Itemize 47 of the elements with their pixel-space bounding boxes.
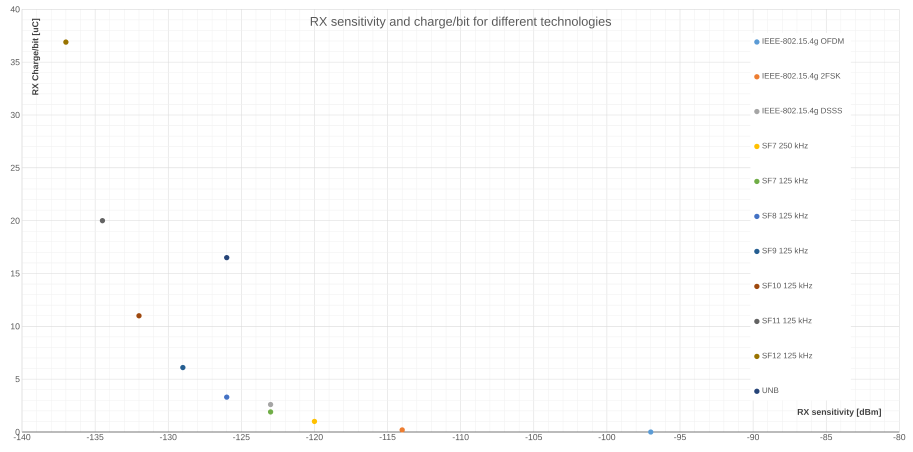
y-tick-label: 5 — [16, 376, 20, 382]
point — [224, 394, 230, 400]
point — [63, 39, 69, 45]
x-tick-label: -130 — [160, 434, 177, 440]
point — [180, 364, 186, 370]
y-tick-label: 40 — [10, 6, 20, 12]
x-tick-label: -105 — [525, 434, 542, 440]
x-tick-label: -90 — [747, 434, 760, 440]
x-tick-label: -140 — [14, 434, 30, 440]
x-tick-label: -115 — [380, 434, 396, 440]
y-tick-label: 35 — [10, 59, 20, 66]
y-tick-label: 15 — [11, 270, 20, 277]
y-tick-label: 30 — [10, 112, 20, 118]
legend-label: SF7 250 kHz — [762, 142, 808, 148]
point — [268, 409, 274, 415]
point — [100, 218, 106, 224]
legend-label: IEEE-802.15.4g DSSS — [762, 108, 842, 115]
x-tick-label: -80 — [893, 434, 906, 440]
legend-label: IEEE-802.15.4g 2FSK — [762, 72, 841, 80]
x-tick-label: -110 — [452, 434, 469, 440]
y-tick-label: 0 — [15, 428, 20, 436]
x-tick-label: -125 — [233, 434, 250, 440]
x-tick-label: -135 — [86, 434, 104, 440]
legend-label: SF8 125 kHz — [762, 212, 808, 218]
point — [312, 418, 318, 424]
legend-label: SF11 125 kHz — [762, 317, 812, 324]
legend-label: IEEE-802.15.4g OFDM — [762, 38, 844, 46]
point — [268, 402, 274, 408]
point — [648, 429, 654, 435]
x-tick-label: -100 — [598, 434, 616, 440]
legend-label: SF9 125 kHz — [762, 248, 808, 254]
x-tick-label: -85 — [820, 434, 832, 440]
y-tick-label: 10 — [11, 323, 20, 330]
x-axis-title: RX sensitivity [dBm] — [798, 408, 881, 417]
x-tick-label: -95 — [674, 434, 686, 440]
y-axis-title: RX Charge/bit [uC] — [32, 18, 40, 95]
point — [224, 254, 230, 260]
x-tick-label: -120 — [306, 434, 323, 440]
y-tick-label: 20 — [10, 218, 20, 224]
y-tick-label: 25 — [10, 164, 20, 171]
legend-label: SF7 125 kHz — [762, 178, 808, 184]
point — [136, 313, 142, 318]
text: RX sensitivity and charge/bit for different technologies — [310, 16, 612, 28]
legend-label: SF10 125 kHz — [762, 282, 812, 288]
legend-label: UNB — [762, 388, 778, 394]
legend-label: SF12 125 kHz — [762, 352, 812, 358]
point — [400, 427, 405, 433]
